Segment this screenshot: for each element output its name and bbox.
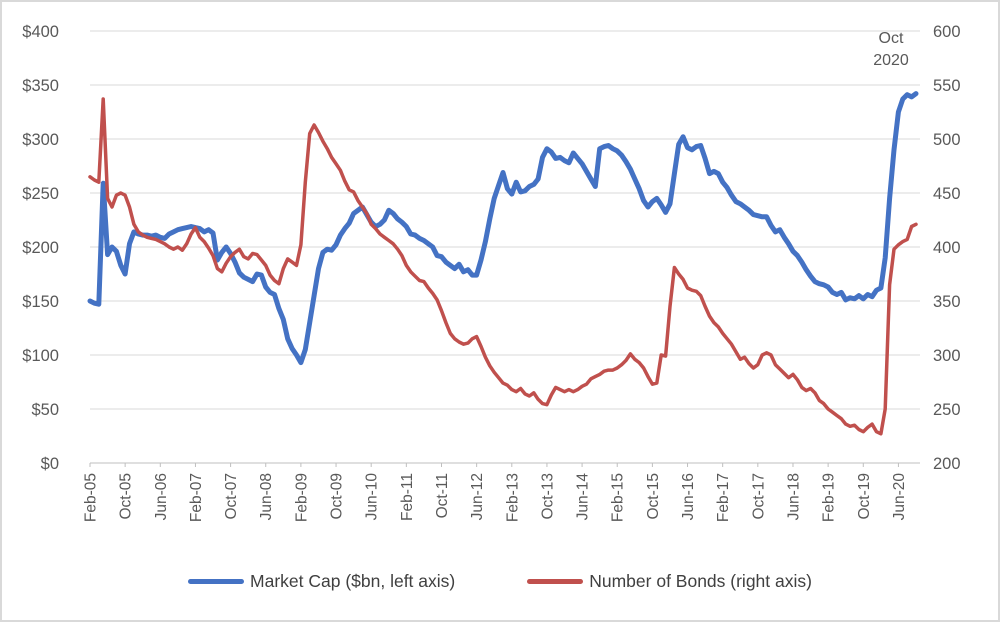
x-axis-tick-label: Jun-06 bbox=[153, 473, 170, 520]
y-axis-left-tick-label: $150 bbox=[22, 293, 59, 311]
y-axis-right-tick-label: 200 bbox=[933, 455, 961, 473]
y-axis-right-tick-label: 250 bbox=[933, 401, 961, 419]
y-axis-left-tick-label: $250 bbox=[22, 185, 59, 203]
y-axis-right-tick-label: 350 bbox=[933, 293, 961, 311]
bonds-line bbox=[88, 97, 918, 436]
y-axis-right-tick-label: 600 bbox=[933, 23, 961, 41]
y-axis-right-tick-label: 300 bbox=[933, 347, 961, 365]
x-axis-tick-label: Jun-10 bbox=[364, 473, 381, 521]
x-axis-tick-label: Oct-07 bbox=[223, 473, 240, 520]
y-axis-left-tick-label: $400 bbox=[22, 23, 59, 41]
x-axis-tick-label: Feb-07 bbox=[188, 473, 205, 522]
chart-legend: Market Cap ($bn, left axis) Number of Bo… bbox=[2, 571, 998, 592]
x-axis-tick-label: Feb-05 bbox=[83, 473, 100, 522]
market-cap-line-icon bbox=[188, 579, 245, 584]
annotation-oct-2020: Oct 2020 bbox=[873, 30, 909, 69]
x-axis-tick-label: Oct-09 bbox=[329, 473, 346, 520]
y-axis-right-tick-label: 400 bbox=[933, 239, 961, 257]
x-axis-tick-label: Oct-13 bbox=[539, 473, 556, 520]
y-axis-right-tick-label: 500 bbox=[933, 131, 961, 149]
bonds-line-icon bbox=[527, 579, 584, 584]
x-axis-tick-label: Jun-14 bbox=[575, 473, 592, 521]
y-axis-left-tick-label: $350 bbox=[22, 77, 59, 95]
x-axis-tick-label: Jun-12 bbox=[469, 473, 486, 520]
market-cap-line bbox=[87, 91, 919, 366]
legend-label-market-cap: Market Cap ($bn, left axis) bbox=[250, 571, 456, 591]
x-axis-tick-label: Oct-05 bbox=[118, 473, 135, 520]
y-axis-left-tick-label: $200 bbox=[22, 239, 59, 257]
x-axis-tick-label: Jun-16 bbox=[680, 473, 697, 520]
y-axis-left-tick-label: $100 bbox=[22, 347, 59, 365]
x-axis-tick-label: Feb-19 bbox=[821, 473, 838, 522]
x-axis-tick-label: Feb-09 bbox=[293, 473, 310, 522]
y-axis-left-tick-label: $0 bbox=[41, 455, 59, 473]
x-axis-tick-label: Feb-13 bbox=[504, 473, 521, 522]
x-axis-tick-label: Feb-15 bbox=[610, 473, 627, 522]
x-axis-tick-label: Oct-17 bbox=[750, 473, 767, 520]
x-axis-tick-label: Jun-08 bbox=[258, 473, 275, 520]
x-axis-tick-label: Oct-15 bbox=[645, 473, 662, 520]
x-axis-tick-label: Jun-20 bbox=[891, 473, 908, 521]
x-axis-tick-label: Oct-19 bbox=[856, 473, 873, 520]
x-axis-tick-label: Jun-18 bbox=[785, 473, 802, 520]
y-axis-right-tick-label: 450 bbox=[933, 185, 961, 203]
legend-label-bonds: Number of Bonds (right axis) bbox=[589, 571, 812, 591]
x-axis-tick-label: Feb-17 bbox=[715, 473, 732, 522]
y-axis-left-tick-label: $50 bbox=[31, 401, 59, 419]
legend-item-bonds: Number of Bonds (right axis) bbox=[527, 571, 812, 592]
legend-item-market-cap: Market Cap ($bn, left axis) bbox=[188, 571, 455, 592]
y-axis-right-tick-label: 550 bbox=[933, 77, 961, 95]
y-axis-left-tick-label: $300 bbox=[22, 131, 59, 149]
x-axis-tick-label: Oct-11 bbox=[434, 473, 451, 518]
x-axis-tick-label: Feb-11 bbox=[399, 473, 416, 521]
